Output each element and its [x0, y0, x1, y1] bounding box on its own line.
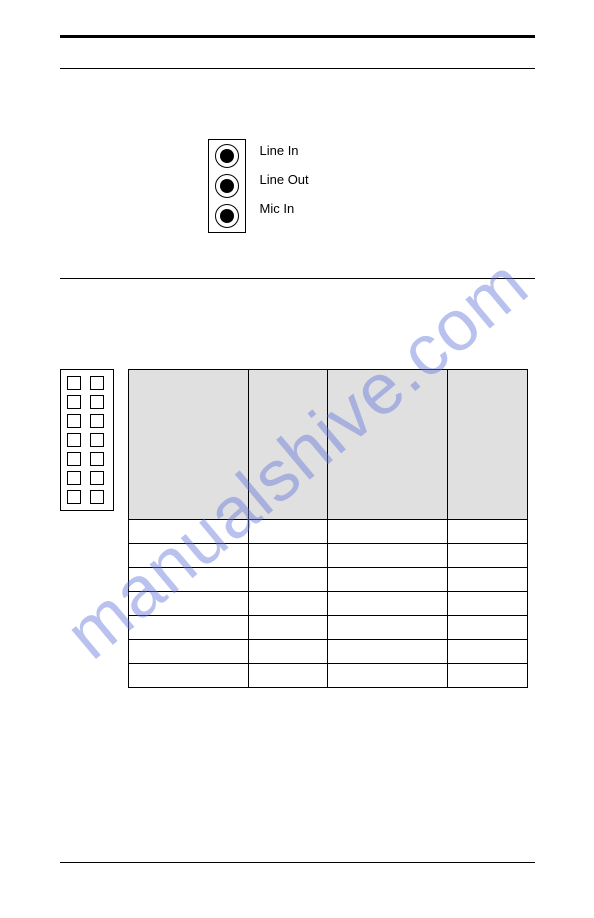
table-cell	[448, 544, 528, 568]
table-cell	[129, 520, 249, 544]
table-cell	[129, 544, 249, 568]
table-cell	[248, 544, 328, 568]
table-cell	[248, 616, 328, 640]
table-cell	[328, 520, 448, 544]
line-out-label: Line Out	[260, 172, 309, 187]
audio-jack-box	[208, 139, 246, 233]
pin-icon	[90, 414, 104, 428]
connector-table	[128, 369, 528, 688]
table-header-cell	[328, 370, 448, 520]
top-rule-thin	[60, 68, 535, 69]
pin-icon	[90, 395, 104, 409]
table-cell	[328, 592, 448, 616]
table-header-cell	[248, 370, 328, 520]
table-row	[129, 592, 528, 616]
pin-icon	[67, 395, 81, 409]
footer-rule	[60, 862, 535, 863]
table-header-cell	[448, 370, 528, 520]
line-out-jack-icon	[215, 174, 239, 198]
table-header-cell	[129, 370, 249, 520]
connector-section	[60, 369, 535, 688]
pin-icon	[67, 376, 81, 390]
line-in-label: Line In	[260, 143, 309, 158]
table-row	[129, 640, 528, 664]
table-cell	[328, 568, 448, 592]
table-row	[129, 616, 528, 640]
pin-icon	[67, 433, 81, 447]
pin-icon	[67, 414, 81, 428]
table-cell	[448, 568, 528, 592]
table-header-row	[129, 370, 528, 520]
table-cell	[248, 592, 328, 616]
audio-jack-diagram: Line In Line Out Mic In	[208, 139, 388, 233]
audio-jack-labels: Line In Line Out Mic In	[260, 139, 309, 220]
pin-icon	[90, 452, 104, 466]
pin-header-icon	[60, 369, 114, 511]
table-cell	[248, 640, 328, 664]
pin-icon	[67, 490, 81, 504]
table-cell	[248, 568, 328, 592]
table-cell	[129, 568, 249, 592]
table-cell	[448, 592, 528, 616]
table-cell	[328, 640, 448, 664]
pin-icon	[90, 433, 104, 447]
table-row	[129, 568, 528, 592]
table-cell	[328, 616, 448, 640]
pin-icon	[90, 490, 104, 504]
table-row	[129, 544, 528, 568]
table-cell	[129, 664, 249, 688]
pin-icon	[67, 471, 81, 485]
table-cell	[328, 544, 448, 568]
table-cell	[129, 640, 249, 664]
table-row	[129, 664, 528, 688]
table-cell	[129, 616, 249, 640]
page-content: Line In Line Out Mic In	[60, 35, 535, 688]
pin-icon	[90, 376, 104, 390]
mic-in-jack-icon	[215, 204, 239, 228]
table-cell	[448, 640, 528, 664]
mic-in-label: Mic In	[260, 201, 309, 216]
table-cell	[448, 664, 528, 688]
table-cell	[248, 664, 328, 688]
table-cell	[129, 592, 249, 616]
table-cell	[328, 664, 448, 688]
pin-icon	[67, 452, 81, 466]
table-cell	[248, 520, 328, 544]
table-cell	[448, 616, 528, 640]
line-in-jack-icon	[215, 144, 239, 168]
pin-icon	[90, 471, 104, 485]
table-row	[129, 520, 528, 544]
table-cell	[448, 520, 528, 544]
